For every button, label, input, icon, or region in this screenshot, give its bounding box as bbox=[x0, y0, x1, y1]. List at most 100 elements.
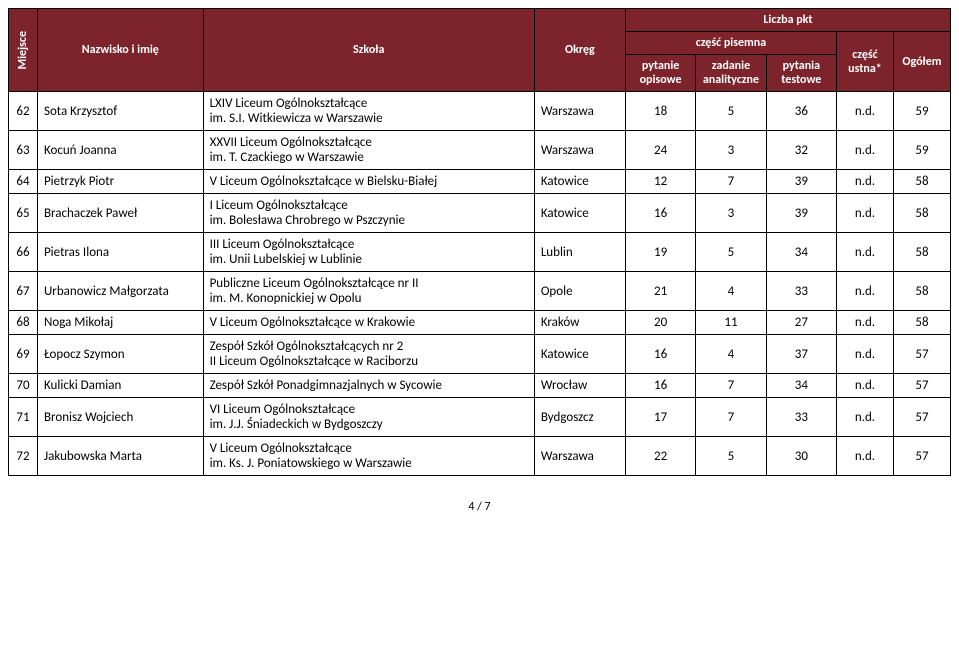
cell-ogolem: 58 bbox=[893, 311, 950, 335]
cell-pytania-testowe: 33 bbox=[766, 398, 836, 437]
cell-szkola: VI Liceum Ogólnokształcąceim. J.J. Śniad… bbox=[203, 398, 534, 437]
cell-pytanie-opisowe: 22 bbox=[625, 437, 695, 476]
cell-miejsce: 66 bbox=[9, 233, 38, 272]
cell-ogolem: 59 bbox=[893, 92, 950, 131]
cell-czesc-ustna: n.d. bbox=[837, 374, 894, 398]
cell-pytanie-opisowe: 20 bbox=[625, 311, 695, 335]
header-nazwisko: Nazwisko i imię bbox=[37, 9, 203, 92]
cell-czesc-ustna: n.d. bbox=[837, 335, 894, 374]
cell-szkola: XXVII Liceum Ogólnokształcąceim. T. Czac… bbox=[203, 131, 534, 170]
cell-czesc-ustna: n.d. bbox=[837, 131, 894, 170]
header-okreg: Okręg bbox=[534, 9, 625, 92]
header-zadanie-analityczne: zadanie analityczne bbox=[696, 55, 766, 92]
cell-pytania-testowe: 36 bbox=[766, 92, 836, 131]
cell-miejsce: 72 bbox=[9, 437, 38, 476]
cell-ogolem: 58 bbox=[893, 233, 950, 272]
table-row: 71Bronisz WojciechVI Liceum Ogólnokształ… bbox=[9, 398, 951, 437]
cell-szkola: V Liceum Ogólnokształcące w Bielsku-Biał… bbox=[203, 170, 534, 194]
table-row: 62Sota KrzysztofLXIV Liceum Ogólnokształ… bbox=[9, 92, 951, 131]
cell-pytanie-opisowe: 16 bbox=[625, 194, 695, 233]
page-number: 4 / 7 bbox=[8, 476, 951, 514]
cell-ogolem: 57 bbox=[893, 335, 950, 374]
cell-szkola: V Liceum Ogólnokształcąceim. Ks. J. Poni… bbox=[203, 437, 534, 476]
header-ogolem: Ogółem bbox=[893, 32, 950, 92]
cell-ogolem: 58 bbox=[893, 194, 950, 233]
cell-czesc-ustna: n.d. bbox=[837, 170, 894, 194]
table-row: 64Pietrzyk PiotrV Liceum Ogólnokształcąc… bbox=[9, 170, 951, 194]
table-row: 65Brachaczek PawełI Liceum Ogólnokształc… bbox=[9, 194, 951, 233]
table-body: 62Sota KrzysztofLXIV Liceum Ogólnokształ… bbox=[9, 92, 951, 476]
cell-miejsce: 62 bbox=[9, 92, 38, 131]
table-row: 69Łopocz SzymonZespół Szkół Ogólnokształ… bbox=[9, 335, 951, 374]
cell-pytania-testowe: 30 bbox=[766, 437, 836, 476]
cell-pytanie-opisowe: 12 bbox=[625, 170, 695, 194]
header-pytanie-opisowe: pytanie opisowe bbox=[625, 55, 695, 92]
table-row: 63Kocuń JoannaXXVII Liceum Ogólnokształc… bbox=[9, 131, 951, 170]
cell-czesc-ustna: n.d. bbox=[837, 311, 894, 335]
cell-pytania-testowe: 33 bbox=[766, 272, 836, 311]
cell-miejsce: 65 bbox=[9, 194, 38, 233]
cell-czesc-ustna: n.d. bbox=[837, 437, 894, 476]
cell-nazwisko: Brachaczek Paweł bbox=[37, 194, 203, 233]
cell-zadanie-analityczne: 5 bbox=[696, 233, 766, 272]
cell-pytania-testowe: 34 bbox=[766, 374, 836, 398]
cell-nazwisko: Sota Krzysztof bbox=[37, 92, 203, 131]
cell-nazwisko: Noga Mikołaj bbox=[37, 311, 203, 335]
cell-szkola: III Liceum Ogólnokształcąceim. Unii Lube… bbox=[203, 233, 534, 272]
cell-zadanie-analityczne: 11 bbox=[696, 311, 766, 335]
table-row: 68Noga MikołajV Liceum Ogólnokształcące … bbox=[9, 311, 951, 335]
cell-pytanie-opisowe: 16 bbox=[625, 374, 695, 398]
cell-nazwisko: Kulicki Damian bbox=[37, 374, 203, 398]
cell-okreg: Opole bbox=[534, 272, 625, 311]
cell-ogolem: 59 bbox=[893, 131, 950, 170]
cell-zadanie-analityczne: 7 bbox=[696, 170, 766, 194]
cell-miejsce: 64 bbox=[9, 170, 38, 194]
cell-okreg: Kraków bbox=[534, 311, 625, 335]
header-pytania-testowe: pytania testowe bbox=[766, 55, 836, 92]
cell-nazwisko: Pietrzyk Piotr bbox=[37, 170, 203, 194]
cell-miejsce: 70 bbox=[9, 374, 38, 398]
cell-okreg: Katowice bbox=[534, 335, 625, 374]
cell-okreg: Bydgoszcz bbox=[534, 398, 625, 437]
header-liczba-pkt: Liczba pkt bbox=[625, 9, 950, 32]
cell-okreg: Warszawa bbox=[534, 92, 625, 131]
table-row: 72Jakubowska MartaV Liceum Ogólnokształc… bbox=[9, 437, 951, 476]
cell-miejsce: 63 bbox=[9, 131, 38, 170]
cell-pytania-testowe: 32 bbox=[766, 131, 836, 170]
cell-okreg: Katowice bbox=[534, 194, 625, 233]
header-czesc-pisemna: część pisemna bbox=[625, 32, 836, 55]
cell-ogolem: 57 bbox=[893, 398, 950, 437]
cell-pytania-testowe: 39 bbox=[766, 170, 836, 194]
cell-pytania-testowe: 39 bbox=[766, 194, 836, 233]
cell-nazwisko: Urbanowicz Małgorzata bbox=[37, 272, 203, 311]
cell-nazwisko: Bronisz Wojciech bbox=[37, 398, 203, 437]
cell-zadanie-analityczne: 5 bbox=[696, 437, 766, 476]
cell-nazwisko: Jakubowska Marta bbox=[37, 437, 203, 476]
cell-nazwisko: Łopocz Szymon bbox=[37, 335, 203, 374]
cell-okreg: Wrocław bbox=[534, 374, 625, 398]
cell-pytania-testowe: 37 bbox=[766, 335, 836, 374]
cell-pytanie-opisowe: 17 bbox=[625, 398, 695, 437]
cell-zadanie-analityczne: 5 bbox=[696, 92, 766, 131]
cell-czesc-ustna: n.d. bbox=[837, 233, 894, 272]
cell-zadanie-analityczne: 4 bbox=[696, 272, 766, 311]
cell-pytanie-opisowe: 21 bbox=[625, 272, 695, 311]
cell-pytanie-opisowe: 19 bbox=[625, 233, 695, 272]
cell-ogolem: 58 bbox=[893, 272, 950, 311]
cell-szkola: Zespół Szkół Ogólnokształcących nr 2II L… bbox=[203, 335, 534, 374]
cell-pytanie-opisowe: 24 bbox=[625, 131, 695, 170]
cell-czesc-ustna: n.d. bbox=[837, 194, 894, 233]
header-czesc-ustna: część ustna* bbox=[837, 32, 894, 92]
cell-miejsce: 69 bbox=[9, 335, 38, 374]
cell-zadanie-analityczne: 4 bbox=[696, 335, 766, 374]
cell-pytanie-opisowe: 18 bbox=[625, 92, 695, 131]
cell-czesc-ustna: n.d. bbox=[837, 272, 894, 311]
cell-zadanie-analityczne: 3 bbox=[696, 194, 766, 233]
cell-zadanie-analityczne: 7 bbox=[696, 374, 766, 398]
cell-nazwisko: Kocuń Joanna bbox=[37, 131, 203, 170]
cell-ogolem: 57 bbox=[893, 437, 950, 476]
cell-zadanie-analityczne: 7 bbox=[696, 398, 766, 437]
cell-ogolem: 58 bbox=[893, 170, 950, 194]
cell-szkola: V Liceum Ogólnokształcące w Krakowie bbox=[203, 311, 534, 335]
cell-miejsce: 71 bbox=[9, 398, 38, 437]
